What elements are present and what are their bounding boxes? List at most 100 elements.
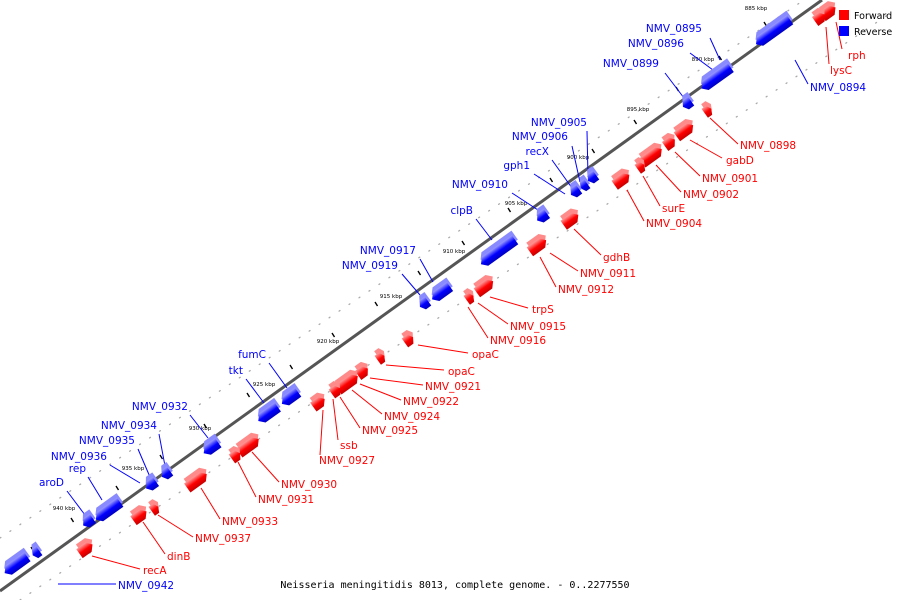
gene-label[interactable]: NMV_0906 [512,131,568,143]
reverse-gene-block[interactable] [427,277,456,303]
gene-label[interactable]: NMV_0895 [646,23,702,35]
reverse-gene-block[interactable] [156,461,175,481]
gene-label[interactable]: NMV_0904 [646,218,702,230]
gene-label[interactable]: NMV_0916 [490,335,546,347]
gene-label[interactable]: recA [143,565,167,577]
gene-label[interactable]: NMV_0930 [281,479,337,491]
forward-gene-block[interactable] [146,498,163,516]
reverse-gene-block[interactable] [414,291,433,311]
gene-label[interactable]: NMV_0936 [51,451,107,463]
gene-label[interactable]: NMV_0911 [580,268,636,280]
gene-label[interactable]: NMV_0925 [362,425,418,437]
gene-label[interactable]: NMV_0915 [510,321,566,333]
forward-gene-block[interactable] [128,502,152,526]
forward-gene-block[interactable] [182,465,212,493]
gene-label[interactable]: NMV_0894 [810,82,866,94]
gene-block-face [432,282,454,301]
gene-label[interactable]: gabD [726,155,754,167]
label-connector [332,398,339,441]
gene-label[interactable]: rep [69,463,87,475]
reverse-gene-block[interactable] [78,509,98,530]
label-connector [664,72,685,99]
gene-label[interactable]: lysC [830,65,852,77]
gene-label[interactable]: gdhB [603,252,630,264]
gene-label[interactable]: NMV_0924 [384,411,440,423]
genome-backbone [0,0,823,593]
gene-label[interactable]: dinB [167,551,190,563]
gene-label[interactable]: opaC [448,366,475,378]
reverse-gene-block[interactable] [677,91,696,111]
gene-block-face [31,546,43,559]
gene-label[interactable]: ssb [340,440,358,452]
forward-gene-block[interactable] [399,328,418,348]
gene-label[interactable]: NMV_0922 [403,396,459,408]
gene-label[interactable]: NMV_0933 [222,516,278,528]
forward-gene-block[interactable] [632,156,649,174]
gene-label[interactable]: NMV_0901 [702,173,758,185]
forward-gene-block[interactable] [671,116,698,142]
gene-label[interactable]: NMV_0935 [79,435,135,447]
gene-label[interactable]: rph [848,50,866,62]
gene-label[interactable]: trpS [532,304,554,316]
gene-label[interactable]: NMV_0899 [603,58,659,70]
forward-gene-block[interactable] [372,347,389,365]
gene-label[interactable]: NMV_0898 [740,140,796,152]
gene-label[interactable]: surE [662,203,685,215]
reverse-gene-block[interactable] [276,383,303,408]
reverse-gene-block[interactable] [532,204,552,225]
forward-gene-block[interactable] [74,535,98,559]
forward-gene-block[interactable] [810,5,830,26]
gene-label[interactable]: NMV_0937 [195,533,251,545]
forward-gene-block[interactable] [353,359,373,380]
label-connector [142,521,166,555]
gene-label[interactable]: tkt [229,365,243,377]
forward-gene-block[interactable] [234,430,264,458]
label-connector [489,296,529,309]
forward-gene-block[interactable] [471,272,498,298]
forward-gene-block[interactable] [609,166,634,190]
reverse-gene-block[interactable] [575,174,592,193]
gene-label[interactable]: NMV_0932 [132,401,188,413]
forward-gene-block[interactable] [333,367,363,395]
gene-label[interactable]: NMV_0931 [258,494,314,506]
gene-label[interactable]: aroD [39,477,64,489]
reverse-gene-block[interactable] [475,230,520,269]
forward-gene-block[interactable] [326,379,345,399]
reverse-gene-block[interactable] [565,179,584,199]
forward-gene-block[interactable] [308,390,330,412]
reverse-gene-block[interactable] [253,397,283,426]
reverse-gene-block[interactable] [90,493,125,524]
reverse-gene-block[interactable] [696,58,736,93]
gene-label[interactable]: NMV_0896 [628,38,684,50]
gene-label[interactable]: NMV_0910 [452,179,508,191]
forward-gene-block[interactable] [461,287,478,305]
forward-gene-block[interactable] [637,140,667,168]
label-connector [137,448,151,478]
reverse-gene-block[interactable] [141,472,161,493]
gene-label[interactable]: NMV_0934 [101,420,157,432]
gene-label[interactable]: NMV_0921 [425,381,481,393]
gene-label[interactable]: NMV_0917 [360,245,416,257]
reverse-gene-block[interactable] [27,541,44,560]
forward-gene-block[interactable] [226,444,245,464]
reverse-gene-block[interactable] [750,10,795,49]
gene-label[interactable]: clpB [450,205,473,217]
gene-label[interactable]: fumC [238,349,266,361]
gene-label[interactable]: NMV_0905 [531,117,587,129]
gene-label[interactable]: recX [525,146,549,158]
gene-label[interactable]: NMV_0942 [118,580,174,592]
gene-label[interactable]: NMV_0927 [319,455,375,467]
gene-label[interactable]: NMV_0912 [558,284,614,296]
gene-label[interactable]: gph1 [503,160,530,172]
gene-label[interactable]: opaC [472,349,499,361]
forward-gene-block[interactable] [524,231,551,257]
reverse-gene-block[interactable] [582,165,601,185]
forward-gene-block[interactable] [699,100,716,118]
forward-gene-block[interactable] [558,206,583,230]
reverse-gene-block[interactable] [198,433,223,458]
forward-gene-block[interactable] [660,130,680,151]
gene-label[interactable]: NMV_0919 [342,260,398,272]
reverse-gene-block[interactable] [0,547,33,578]
gene-label[interactable]: NMV_0902 [683,189,739,201]
